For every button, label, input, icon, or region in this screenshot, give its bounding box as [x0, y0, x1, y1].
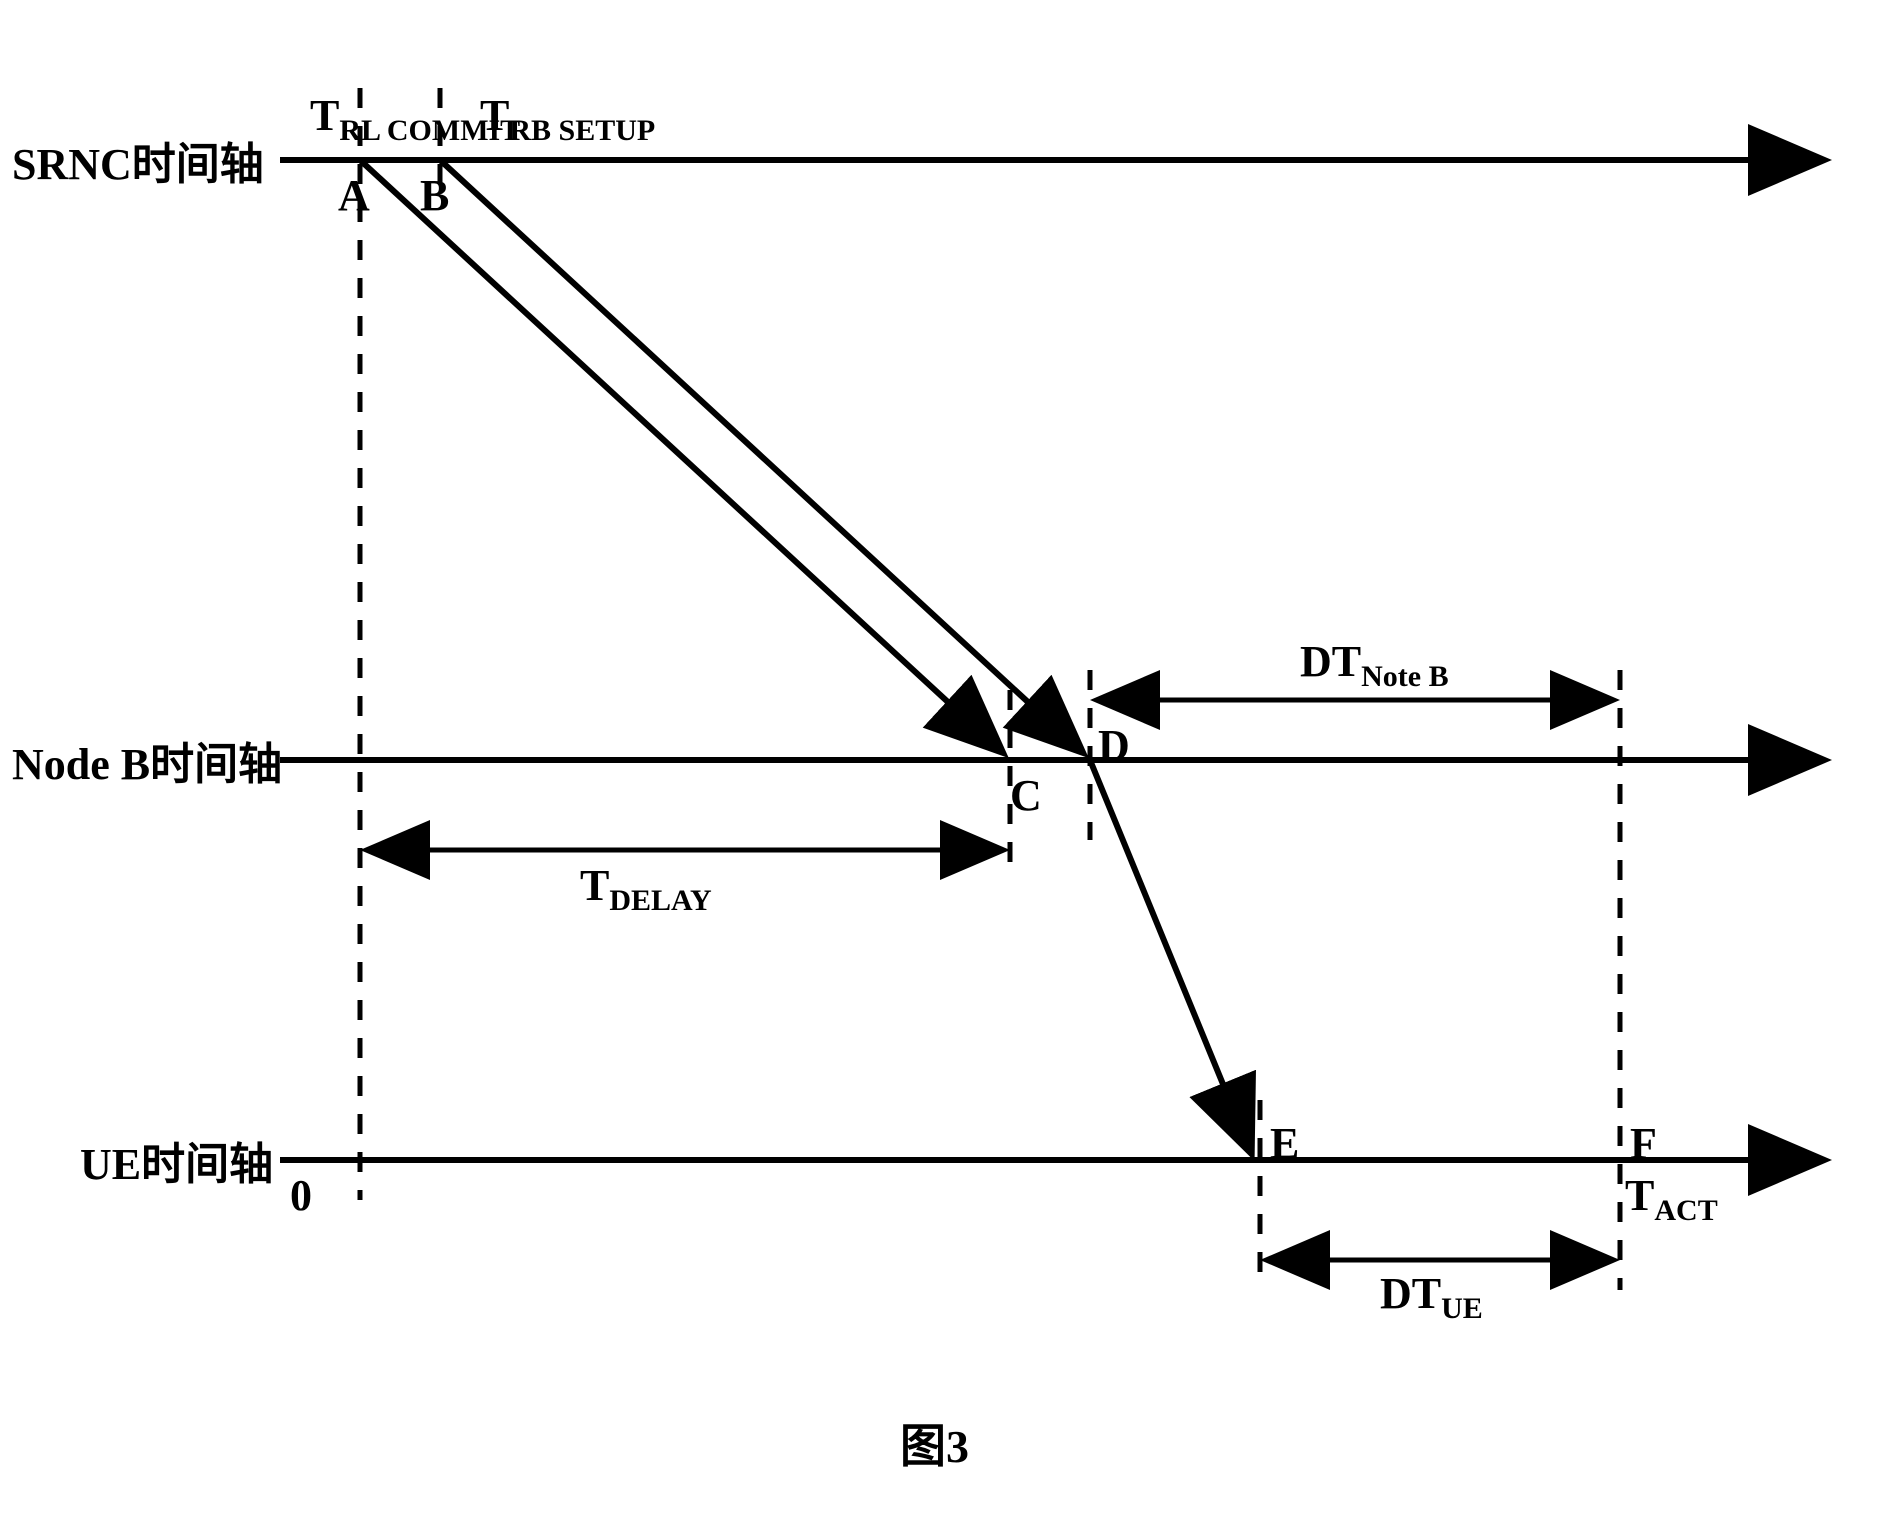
point-D: D [1098, 720, 1130, 771]
diagram-svg [0, 0, 1881, 1532]
point-B: B [420, 170, 449, 221]
point-E: E [1270, 1118, 1299, 1169]
trb-setup-label: TRB SETUP [480, 90, 655, 148]
zero-label: 0 [290, 1170, 312, 1221]
arrow-B-D [440, 160, 1080, 750]
tact-label: TACT [1625, 1170, 1718, 1228]
dtnodeb-label: DTNote B [1300, 636, 1449, 694]
timing-diagram: SRNC时间轴 Node B时间轴 UE时间轴 TRL COMMIT TRB S… [0, 0, 1881, 1532]
dtue-label: DTUE [1380, 1268, 1483, 1326]
tdelay-label: TDELAY [580, 860, 712, 918]
point-F: F [1630, 1118, 1657, 1169]
arrow-D-E [1090, 760, 1250, 1150]
figure-caption: 图3 [900, 1410, 969, 1476]
arrow-A-C [360, 160, 1000, 750]
srnc-axis-label: SRNC时间轴 [12, 128, 264, 192]
ue-axis-label: UE时间轴 [80, 1128, 273, 1192]
point-A: A [338, 170, 370, 221]
nodeb-axis-label: Node B时间轴 [12, 728, 282, 792]
point-C: C [1010, 770, 1042, 821]
